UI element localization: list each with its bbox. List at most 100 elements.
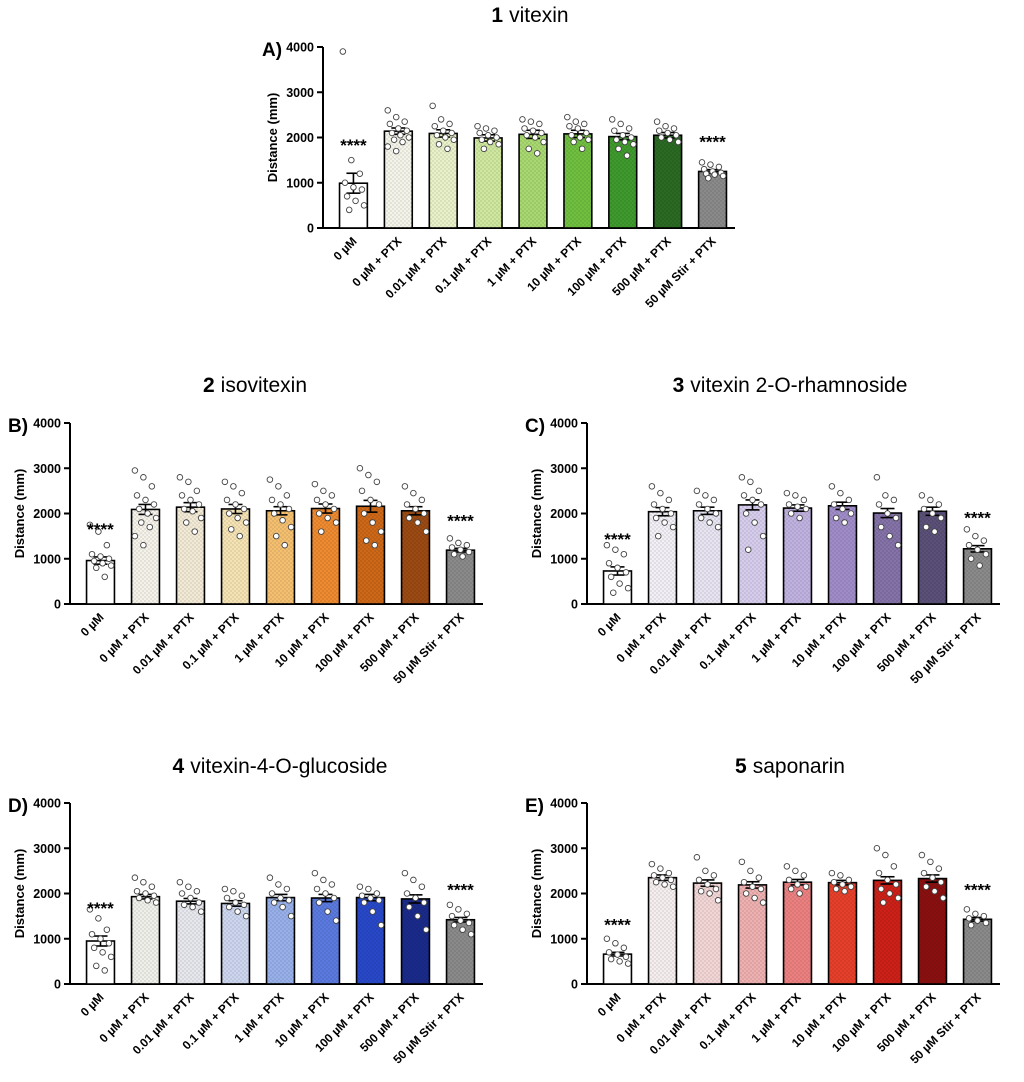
data-point [341, 179, 349, 186]
y-tick-label: 2000 [286, 131, 314, 145]
data-point [980, 537, 988, 544]
data-point [242, 519, 250, 526]
data-point [927, 496, 934, 504]
data-point [742, 510, 750, 517]
data-point [967, 555, 975, 563]
y-tick-label: 1000 [286, 176, 314, 190]
data-point [574, 125, 582, 132]
data-point [232, 501, 239, 508]
data-point [607, 955, 615, 963]
data-point [388, 129, 396, 137]
data-point [521, 125, 528, 132]
data-point [695, 501, 703, 508]
data-point [650, 872, 658, 879]
data-point [176, 474, 184, 481]
data-point [131, 874, 139, 881]
data-point [287, 912, 295, 920]
x-tick-label: 0 µM [331, 234, 360, 263]
data-point [328, 881, 336, 888]
data-point [800, 872, 808, 879]
data-point [178, 492, 186, 499]
data-point [612, 940, 619, 947]
data-point [787, 885, 795, 893]
data-point [832, 514, 840, 522]
data-point [974, 546, 981, 553]
data-point [792, 867, 799, 875]
y-axis-label: Distance (mm) [12, 849, 27, 939]
data-point [375, 897, 383, 904]
data-point [712, 510, 720, 517]
data-point [369, 519, 376, 526]
data-point [698, 159, 706, 166]
data-point [616, 958, 623, 965]
data-point [324, 908, 331, 915]
data-point [410, 876, 417, 884]
data-point [538, 129, 545, 137]
data-point [965, 915, 973, 922]
data-point [837, 489, 844, 497]
data-point [576, 134, 584, 141]
data-point [450, 136, 458, 144]
data-point [847, 883, 855, 890]
data-point [667, 876, 675, 884]
bar-texture [401, 898, 430, 984]
data-point [922, 523, 930, 531]
data-point [837, 872, 844, 879]
data-point [450, 921, 458, 929]
data-point [603, 935, 611, 943]
data-point [630, 141, 637, 148]
data-point [672, 131, 680, 139]
data-point [740, 878, 748, 886]
data-point [437, 116, 445, 123]
data-point [749, 883, 756, 890]
data-point [373, 478, 381, 486]
data-point [603, 541, 611, 549]
data-point [655, 127, 663, 134]
data-point [185, 883, 192, 890]
data-point [414, 519, 421, 526]
data-point [828, 869, 836, 877]
data-point [706, 890, 713, 897]
data-point [566, 122, 573, 130]
data-point [343, 193, 351, 200]
y-tick-label: 4000 [33, 797, 61, 811]
data-point [283, 885, 291, 893]
data-point [240, 901, 248, 909]
data-point [178, 890, 186, 897]
data-point [367, 496, 374, 504]
data-point [935, 865, 943, 872]
data-point [519, 116, 526, 123]
bar-texture [474, 137, 503, 228]
data-point [356, 170, 364, 177]
data-point [384, 143, 392, 150]
data-point [266, 874, 274, 881]
data-point [607, 573, 615, 581]
data-point [794, 503, 801, 510]
data-point [105, 555, 113, 563]
data-point [223, 496, 231, 504]
data-point [365, 885, 372, 893]
data-point [197, 514, 205, 522]
data-point [197, 908, 205, 915]
data-point [608, 116, 616, 123]
y-tick-label: 1000 [33, 552, 61, 566]
data-point [285, 897, 293, 904]
data-point [847, 510, 855, 517]
data-point [360, 510, 368, 517]
data-point [414, 912, 421, 920]
data-point [982, 550, 990, 558]
data-point [972, 532, 979, 540]
panel-title: 3 vitexin 2-O-rhamnoside [673, 374, 908, 397]
data-point [457, 546, 464, 553]
data-point [138, 519, 145, 526]
data-point [665, 869, 673, 877]
data-point [759, 532, 767, 540]
data-point [738, 474, 746, 481]
data-point [710, 496, 718, 504]
data-point [101, 573, 108, 581]
data-point [783, 489, 791, 497]
data-point [358, 487, 366, 495]
data-point [183, 519, 190, 526]
data-point [886, 890, 893, 897]
